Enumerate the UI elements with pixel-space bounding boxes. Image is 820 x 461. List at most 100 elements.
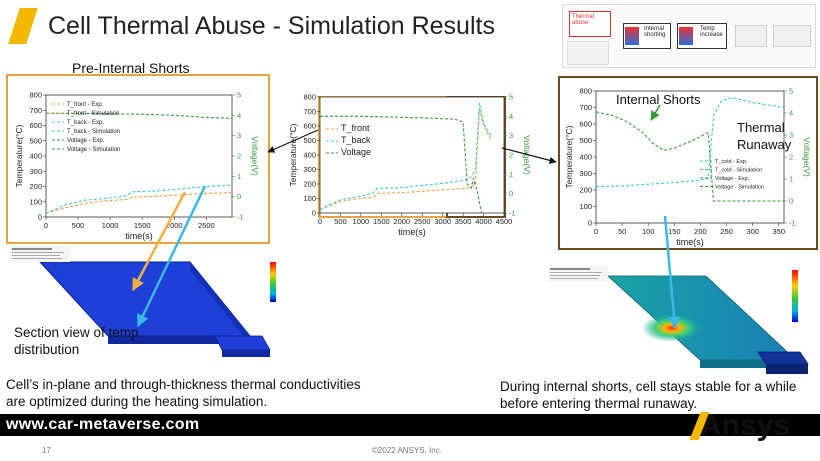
x-tick-label: 4500 <box>496 217 513 226</box>
x-tick-label: 2500 <box>198 221 215 230</box>
y-tick-label: 0 <box>38 213 42 222</box>
x-axis-label: time(s) <box>125 231 153 241</box>
x-tick-label: 50 <box>618 227 626 236</box>
legend-entry: T_front - Exp. <box>67 102 104 108</box>
y2-tick-label: -1 <box>509 209 516 218</box>
y2-tick-label: 0 <box>237 192 241 201</box>
x-tick-label: 0 <box>44 221 48 230</box>
y-tick-label: 100 <box>579 202 592 211</box>
flow-step-faded-3 <box>567 41 609 65</box>
y-tick-label: 100 <box>29 197 42 206</box>
y2-tick-label: 4 <box>237 111 241 120</box>
y2-tick-label: 2 <box>237 152 241 161</box>
y2-tick-label: 5 <box>509 93 513 102</box>
legend-entry: Voltage - Exp. <box>67 138 105 144</box>
y-tick-label: 300 <box>303 165 316 174</box>
ansys-logo: Ansys <box>700 409 791 442</box>
y-tick-label: 700 <box>303 107 316 116</box>
arrow-to-shorts <box>501 147 557 164</box>
x-tick-label: 250 <box>720 227 733 236</box>
plot-area-2 <box>595 90 785 224</box>
y-tick-label: 200 <box>29 182 42 191</box>
y2-tick-label: -1 <box>789 219 796 228</box>
y-axis-label: Temperature(°C) <box>564 125 574 188</box>
caption-right-line-2: before entering thermal runaway. <box>500 396 698 411</box>
y2-axis-label: Voltage(V) <box>250 136 260 176</box>
x-tick-label: 100 <box>642 227 655 236</box>
y2-tick-label: 2 <box>509 151 513 160</box>
series-line-0-1 <box>45 184 233 214</box>
series-line-2-0 <box>595 97 785 188</box>
x-tick-label: 4000 <box>475 217 492 226</box>
legend-entry: Voltage - Exp. <box>715 176 750 182</box>
y-tick-label: 800 <box>579 87 592 96</box>
y-tick-label: 200 <box>303 180 316 189</box>
x-tick-label: 500 <box>72 221 85 230</box>
y-axis-label: Temperature(°C) <box>14 124 24 187</box>
legend-entry: T_back <box>341 135 371 145</box>
y2-tick-label: -1 <box>237 213 244 222</box>
x-axis-label: time(s) <box>398 227 426 237</box>
x-tick-label: 500 <box>334 217 347 226</box>
flow-step-temp-increase-label: Temp increase <box>700 26 723 38</box>
arrow-blue-to-cell <box>136 185 207 328</box>
x-tick-label: 200 <box>694 227 707 236</box>
y2-tick-label: 1 <box>237 172 241 181</box>
x-tick-label: 1000 <box>353 217 370 226</box>
arrow-to-pre-shorts <box>267 129 319 153</box>
y2-tick-label: 1 <box>789 175 793 184</box>
legend-entry: Voltage - Simulation <box>67 147 120 153</box>
caption-right: During internal shorts, cell stays stabl… <box>500 378 796 412</box>
x-tick-label: 1500 <box>373 217 390 226</box>
cell-section-view-left <box>10 246 276 357</box>
legend-entry: T_front <box>341 123 370 133</box>
y2-tick-label: 2 <box>789 153 793 162</box>
annotation-internal-shorts: Internal Shorts <box>616 92 701 107</box>
x-tick-label: 3000 <box>434 217 451 226</box>
y-tick-label: 800 <box>303 93 316 102</box>
y-tick-label: 400 <box>29 152 42 161</box>
annotation-runaway: Runaway <box>737 137 792 152</box>
series-line-0-2 <box>46 112 233 119</box>
series-line-2-1 <box>595 111 784 202</box>
y-tick-label: 200 <box>579 186 592 195</box>
y-tick-label: 800 <box>29 91 42 100</box>
x-tick-label: 150 <box>668 227 681 236</box>
caption-right-line-1: During internal shorts, cell stays stabl… <box>500 379 797 394</box>
legend-entry: T_cold - Simulation <box>715 168 762 174</box>
y-tick-label: 300 <box>579 169 592 178</box>
copyright-text: ©2022 ANSYS, Inc. <box>372 446 442 455</box>
y-tick-label: 700 <box>579 103 592 112</box>
section-view-text: Section view of temp. distribution <box>14 325 143 357</box>
x-tick-label: 3500 <box>455 217 472 226</box>
battery-icon <box>625 27 639 45</box>
y-axis-label: Temperature(°C) <box>288 123 298 186</box>
x-axis-label: time(s) <box>676 237 704 247</box>
section-view-label: Section view of temp. distribution <box>14 324 144 358</box>
x-tick-label: 350 <box>773 227 786 236</box>
y2-tick-label: 3 <box>789 131 793 140</box>
x-tick-label: 1000 <box>102 221 119 230</box>
battery-hot-icon <box>679 27 693 45</box>
y-tick-label: 500 <box>579 136 592 145</box>
series-line-0-0 <box>45 192 233 214</box>
y2-axis-label: Voltage(V) <box>802 137 812 177</box>
y-tick-label: 600 <box>303 122 316 131</box>
annotation-thermal: Thermal <box>737 120 785 135</box>
page-number: 17 <box>42 446 51 455</box>
y2-tick-label: 0 <box>509 189 513 198</box>
watermark-text: www.car-metaverse.com <box>6 416 200 433</box>
y2-tick-label: 5 <box>237 91 241 100</box>
footer-bar <box>0 414 820 436</box>
y-tick-label: 600 <box>29 121 42 130</box>
flow-step-faded-1 <box>735 25 767 47</box>
y-tick-label: 100 <box>303 194 316 203</box>
legend-entry: T_back - Simulation <box>67 129 120 135</box>
x-tick-label: 2500 <box>414 217 431 226</box>
x-tick-label: 300 <box>746 227 759 236</box>
slide-title: Cell Thermal Abuse - Simulation Results <box>48 12 495 40</box>
x-tick-label: 2000 <box>393 217 410 226</box>
y-tick-label: 500 <box>29 136 42 145</box>
caption-left: Cell’s in-plane and through-thickness th… <box>6 376 361 410</box>
flow-step-internal-shorting-label: Internal shorting <box>644 26 666 38</box>
